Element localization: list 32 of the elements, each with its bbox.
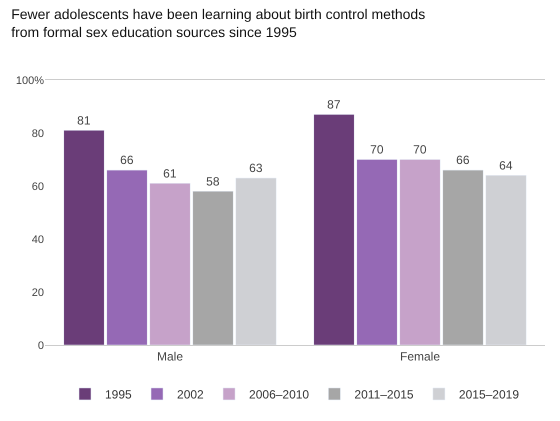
- legend-label: 2006–2010: [249, 388, 310, 402]
- y-tick-label: 100%: [16, 74, 44, 87]
- data-label: 70: [370, 142, 384, 156]
- y-tick-label: 40: [32, 234, 44, 246]
- data-label: 70: [413, 142, 427, 156]
- legend-label: 1995: [105, 388, 132, 402]
- bar: [400, 159, 440, 345]
- data-label: 66: [120, 153, 134, 168]
- y-tick-label: 80: [32, 128, 44, 140]
- x-tick-label: Female: [400, 349, 440, 364]
- data-label: 66: [456, 153, 470, 168]
- legend-label: 2011–2015: [354, 388, 414, 402]
- legend-label: 2015–2019: [458, 388, 520, 402]
- bar: [192, 191, 234, 345]
- data-label: 81: [77, 113, 91, 128]
- bar: [314, 114, 354, 345]
- y-tick-label: 60: [32, 180, 44, 193]
- x-tick-label: Male: [156, 349, 184, 364]
- data-label: 87: [327, 97, 341, 112]
- y-tick-label: 0: [38, 340, 44, 352]
- bar: [64, 130, 104, 345]
- legend-label: 2002: [177, 388, 204, 402]
- chart-title: Fewer adolescents have been learning about birth control methods from formal sex education sources since 1995: [11, 6, 426, 40]
- bar: [150, 183, 190, 345]
- data-label: 63: [249, 161, 263, 176]
- bar: [106, 170, 148, 345]
- data-label: 58: [206, 174, 220, 188]
- y-tick-label: 20: [32, 286, 44, 299]
- bar: [442, 170, 484, 345]
- data-label: 61: [163, 166, 177, 180]
- data-label: 64: [499, 158, 513, 172]
- bar: [356, 159, 398, 345]
